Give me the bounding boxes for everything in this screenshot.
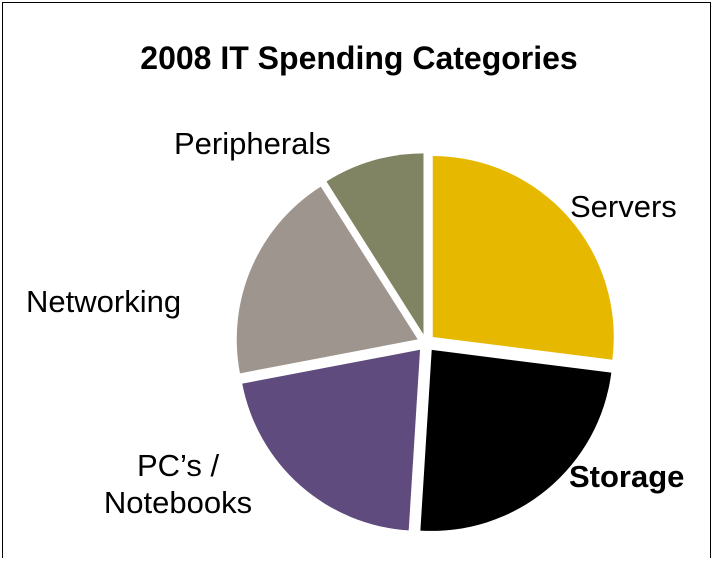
pie-slice-peripherals — [326, 153, 424, 335]
pie-slice-networking — [236, 186, 418, 374]
pie-slice-servers — [432, 156, 614, 360]
slice-label-peripherals: Peripherals — [174, 126, 331, 161]
slice-label-pcs-line-2: Notebooks — [103, 485, 253, 521]
slice-label-pcs-line-1: PC’s / — [136, 448, 220, 483]
slice-label-storage: Storage — [569, 459, 685, 494]
pie-slice-storage — [420, 349, 612, 531]
slice-label-pcs-notebooks: PC’s / Notebooks — [60, 447, 296, 521]
slice-label-servers: Servers — [570, 189, 677, 224]
chart-frame — [2, 2, 711, 558]
chart-title: 2008 IT Spending Categories — [140, 40, 578, 76]
slice-label-networking: Networking — [26, 284, 182, 319]
pie-slice-pc-s-notebooks — [242, 349, 421, 531]
